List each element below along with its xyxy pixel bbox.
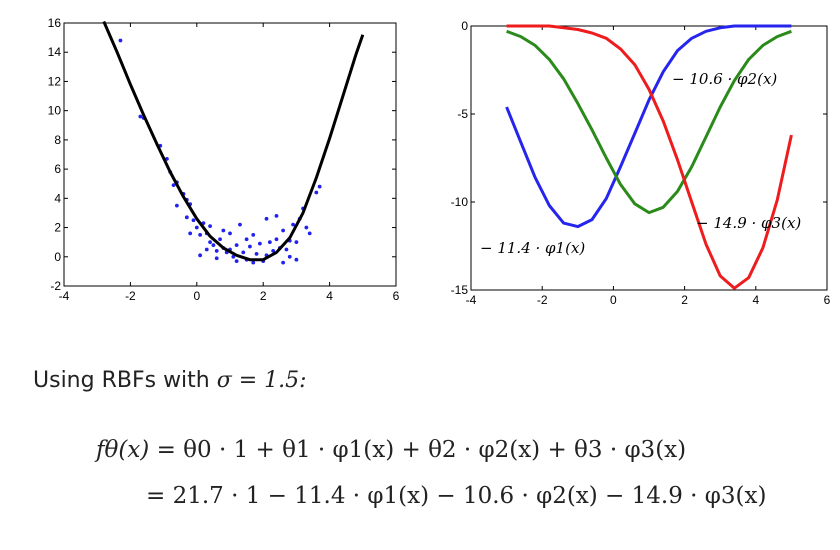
data-point	[174, 203, 179, 208]
right-x-tick-label: 2	[681, 293, 688, 307]
right-chart: -4 -2 0 2 4 6 0 -5 -10 -15 − 10.6 · φ2(x) − 14.9 …	[420, 0, 840, 325]
data-point	[287, 254, 292, 259]
equation-fitted-form: = 21.7 · 1 − 11.4 · φ1(x) − 10.6 · φ2(x)…	[146, 483, 767, 509]
data-point	[231, 254, 236, 259]
data-point	[221, 228, 226, 233]
data-point	[274, 237, 279, 242]
data-point	[211, 243, 216, 247]
data-point	[184, 215, 189, 220]
right-x-tick-label: -4	[466, 293, 477, 307]
data-point	[281, 228, 286, 233]
data-point	[264, 216, 269, 221]
data-point	[271, 249, 276, 253]
data-point	[194, 225, 199, 230]
left-y-tick-label: 0	[54, 250, 61, 264]
data-point	[244, 237, 249, 242]
left-x-tick-label: 0	[193, 289, 200, 303]
left-x-tick-label: -4	[59, 289, 70, 303]
right-x-tick-label: -2	[537, 293, 548, 307]
left-y-tick-label: 10	[48, 104, 62, 118]
left-y-tick-label: 14	[48, 45, 62, 59]
data-point	[281, 260, 286, 265]
annotation-phi3: − 14.9 · φ3(x)	[696, 214, 801, 232]
data-point	[228, 231, 232, 236]
phi3-line	[506, 24, 793, 290]
data-point	[234, 259, 239, 264]
right-chart-background	[420, 0, 840, 325]
phi2-line	[506, 29, 792, 215]
intro-prefix: Using RBFs with	[33, 368, 217, 393]
data-point	[204, 247, 209, 252]
data-point	[191, 218, 196, 223]
right-series-lines	[505, 24, 793, 290]
fit-curve-line	[102, 20, 365, 262]
left-y-tick-label: -2	[50, 279, 61, 293]
rbf-intro-text: Using RBFs with σ = 1.5:	[33, 368, 307, 393]
right-x-tick-label: 0	[610, 293, 617, 307]
sigma-value: σ = 1.5:	[216, 368, 307, 393]
data-point	[314, 190, 319, 195]
left-chart-panel: -4 -2 0 2 4 6 -2 0 2 4 6 8 10 12 14 16	[0, 0, 420, 325]
data-point	[307, 231, 312, 236]
equation-line-2: = 21.7 · 1 − 11.4 · φ1(x) − 10.6 · φ2(x)…	[146, 483, 766, 509]
right-x-tick-label: 4	[752, 293, 759, 307]
data-point	[138, 114, 143, 119]
data-point	[248, 244, 252, 249]
left-x-tick-label: 2	[260, 289, 267, 303]
data-point	[274, 213, 279, 218]
data-point	[214, 256, 219, 261]
data-point	[198, 253, 203, 258]
data-point	[251, 260, 256, 265]
data-point	[291, 222, 295, 227]
data-point	[234, 243, 239, 247]
right-y-tick-label: -5	[457, 107, 468, 121]
right-y-tick-label: 0	[461, 19, 468, 33]
right-ticks: -4 -2 0 2 4 6 0 -5 -10 -15	[451, 19, 831, 307]
left-x-tick-label: 6	[393, 289, 400, 303]
data-point	[284, 247, 289, 252]
left-x-tick-label: 4	[326, 289, 333, 303]
left-y-tick-label: 4	[54, 191, 61, 205]
data-point	[304, 225, 309, 230]
data-point	[198, 232, 203, 237]
left-y-tick-label: 16	[48, 16, 62, 30]
data-point	[294, 257, 299, 262]
data-point	[118, 38, 123, 43]
left-y-tick-label: 2	[54, 221, 61, 235]
left-fit-curve	[102, 20, 365, 262]
data-point	[171, 183, 176, 188]
data-point	[257, 241, 262, 246]
data-point	[254, 251, 259, 256]
right-x-tick-label: 6	[824, 293, 831, 307]
data-point	[294, 240, 299, 245]
left-plot-frame	[63, 22, 397, 287]
left-y-tick-label: 6	[54, 162, 61, 176]
data-point	[208, 240, 212, 245]
data-point	[188, 231, 193, 236]
data-point	[317, 184, 322, 189]
right-plot-frame	[470, 25, 828, 291]
right-y-tick-label: -10	[451, 195, 469, 209]
annotation-phi1: − 11.4 · φ1(x)	[480, 239, 585, 257]
left-x-tick-label: -2	[125, 289, 136, 303]
phi1-line	[505, 24, 792, 229]
data-point	[218, 237, 222, 242]
equation-general-form: = θ0 · 1 + θ1 · φ1(x) + θ2 · φ2(x) + θ3 …	[156, 437, 687, 463]
equation-lhs: fθ(x)	[96, 437, 150, 463]
data-point	[241, 250, 246, 255]
left-y-tick-label: 8	[54, 133, 61, 147]
annotation-phi2: − 10.6 · φ2(x)	[672, 70, 777, 88]
right-y-tick-label: -15	[451, 283, 469, 297]
data-point	[238, 222, 242, 227]
data-point	[208, 224, 212, 228]
data-point	[214, 249, 219, 253]
data-point	[251, 232, 256, 237]
left-y-tick-label: 12	[48, 74, 62, 88]
data-point	[267, 240, 272, 245]
left-chart-background	[33, 0, 416, 325]
equation-line-1: fθ(x) = θ0 · 1 + θ1 · φ1(x) + θ2 · φ2(x)…	[96, 437, 686, 463]
right-chart-panel: -4 -2 0 2 4 6 0 -5 -10 -15 − 10.6 · φ2(x) − 14.9 …	[420, 0, 840, 325]
